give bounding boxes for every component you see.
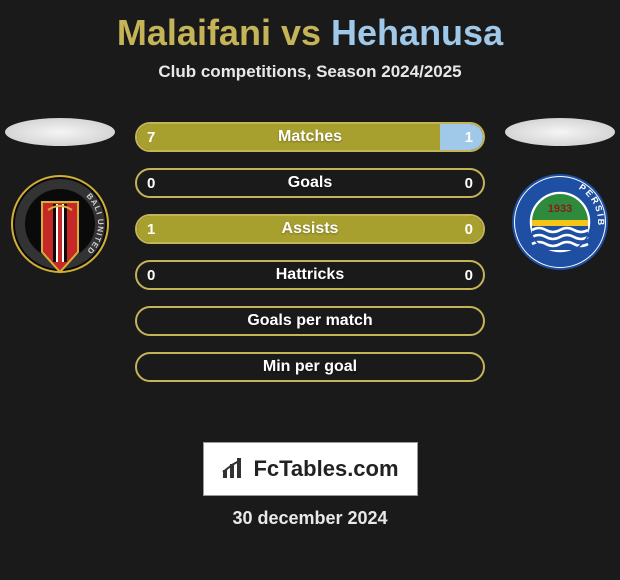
disc-right: [505, 118, 615, 146]
date-text: 30 december 2024: [0, 508, 620, 529]
stat-bar: Min per goal: [135, 352, 485, 382]
svg-text:1933: 1933: [548, 203, 572, 215]
player1-crest: BALI UNITED: [10, 174, 110, 292]
stat-label: Matches: [137, 124, 483, 150]
stat-label: Min per goal: [137, 354, 483, 380]
stat-value-left: 1: [147, 216, 155, 242]
stat-bar: Hattricks0 0: [135, 260, 485, 290]
player2-crest: PERSIB 1933: [512, 174, 608, 270]
site-name: FcTables.com: [253, 456, 398, 482]
stat-value-right: 0: [465, 170, 473, 196]
disc-left: [5, 118, 115, 146]
player2-name: Hehanusa: [331, 12, 503, 53]
stat-value-right: 0: [465, 262, 473, 288]
stat-value-left: 0: [147, 262, 155, 288]
subtitle: Club competitions, Season 2024/2025: [0, 62, 620, 82]
chart-icon: [221, 458, 247, 480]
player1-column: BALI UNITED: [0, 112, 120, 292]
stat-bar: Goals per match: [135, 306, 485, 336]
comparison-stage: BALI UNITED PERSIB: [0, 112, 620, 422]
stat-bar: Assists1 0: [135, 214, 485, 244]
stat-label: Hattricks: [137, 262, 483, 288]
stat-label: Goals: [137, 170, 483, 196]
comparison-title: Malaifani vs Hehanusa: [0, 0, 620, 54]
stat-bar: Matches7 1: [135, 122, 485, 152]
player2-column: PERSIB 1933: [500, 112, 620, 270]
vs-text: vs: [281, 12, 321, 53]
site-logo: FcTables.com: [203, 442, 418, 496]
stat-value-right: 1: [465, 124, 473, 150]
stat-value-left: 0: [147, 170, 155, 196]
stat-label: Goals per match: [137, 308, 483, 334]
stat-bars: Matches71Goals00Assists10Hattricks00Goal…: [135, 122, 485, 382]
stat-bar: Goals0 0: [135, 168, 485, 198]
stat-label: Assists: [137, 216, 483, 242]
stat-value-right: 0: [465, 216, 473, 242]
stat-value-left: 7: [147, 124, 155, 150]
player1-name: Malaifani: [117, 12, 271, 53]
